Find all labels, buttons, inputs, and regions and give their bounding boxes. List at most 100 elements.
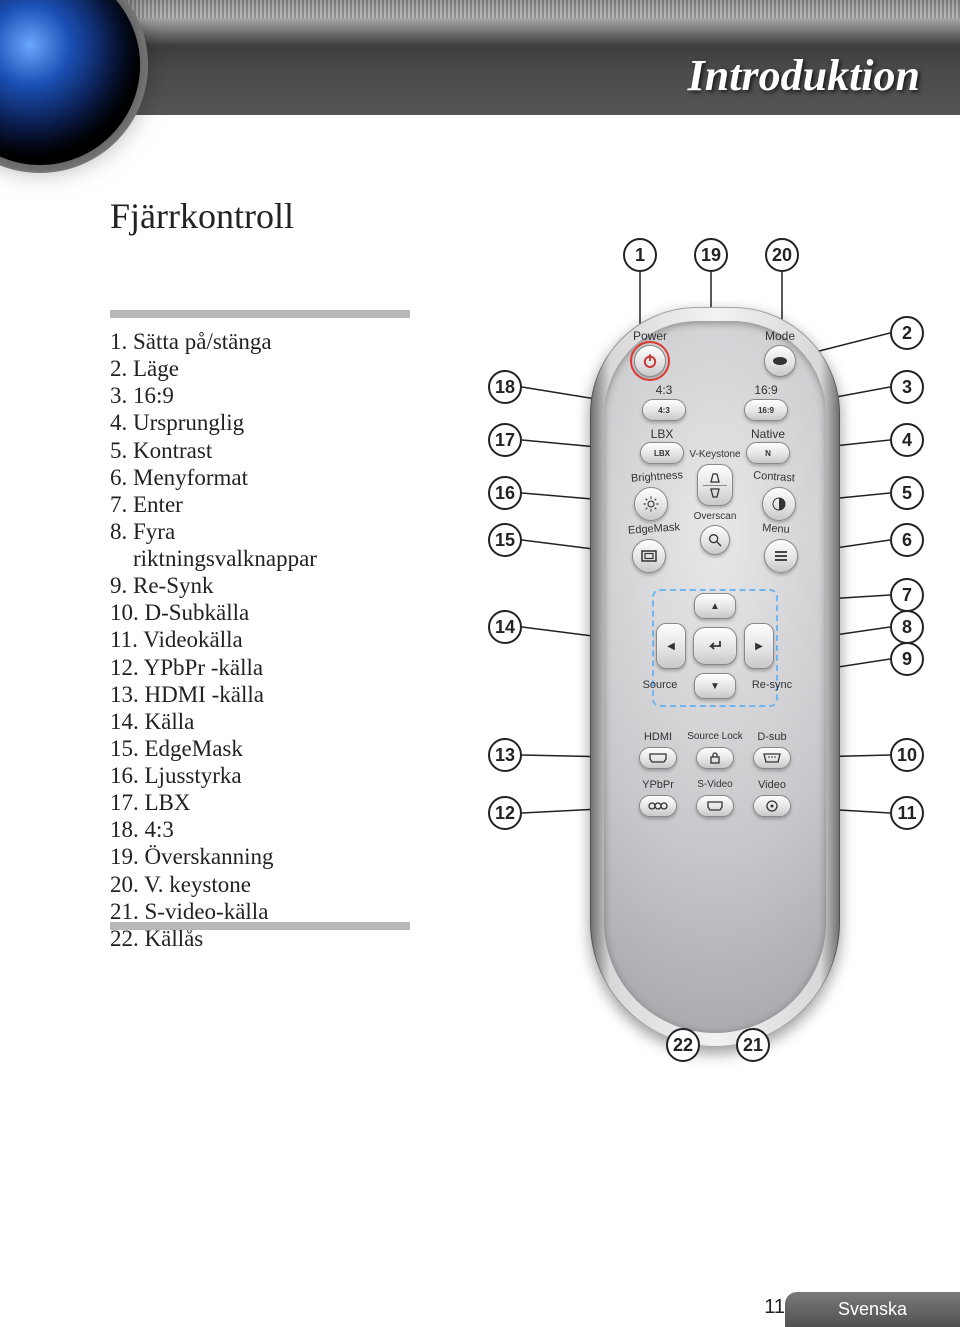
legend-item: 17. LBX [110, 789, 317, 816]
callout-bubble: 8 [890, 610, 924, 644]
label-resync: Re-sync [752, 679, 792, 691]
label-mode: Mode [765, 329, 795, 343]
btn-srclock[interactable] [696, 747, 734, 769]
legend-item: 4. Ursprunglig [110, 409, 317, 436]
btn-up[interactable]: ▲ [694, 593, 736, 619]
callout-bubble: 18 [488, 370, 522, 404]
label-vkey: V-Keystone [689, 449, 740, 460]
label-43: 4:3 [656, 383, 673, 397]
legend-item: 20. V. keystone [110, 871, 317, 898]
legend-item: 6. Menyformat [110, 464, 317, 491]
label-ypbpr: YPbPr [642, 779, 674, 791]
label-contrast: Contrast [753, 470, 795, 485]
legend-item: 19. Överskanning [110, 843, 317, 870]
label-lbx: LBX [651, 427, 674, 441]
btn-43[interactable]: 4:3 [642, 399, 686, 421]
btn-enter[interactable] [693, 627, 737, 665]
page-title: Introduktion [688, 50, 920, 101]
legend-item: 15. EdgeMask [110, 735, 317, 762]
legend-list: 1. Sätta på/stänga2. Läge3. 16:94. Urspr… [110, 328, 317, 952]
callout-bubble: 15 [488, 523, 522, 557]
mode-icon [772, 356, 788, 366]
btn-menu[interactable] [764, 539, 798, 573]
callout-bubble: 9 [890, 642, 924, 676]
legend-item: 3. 16:9 [110, 382, 317, 409]
section-subtitle: Fjärrkontroll [110, 195, 294, 237]
callout-bubble: 13 [488, 738, 522, 772]
callout-bubble: 16 [488, 476, 522, 510]
language-tab: Svenska [785, 1292, 960, 1327]
label-overscan: Overscan [694, 511, 737, 522]
legend-item: 18. 4:3 [110, 816, 317, 843]
btn-edgemask[interactable] [632, 539, 666, 573]
remote-body: Power Mode 4:3 4:3 16:9 16:9 LBX LBX Nat… [590, 307, 840, 1047]
btn-right[interactable]: ▶ [744, 623, 774, 669]
callout-bubble: 10 [890, 738, 924, 772]
legend-item: 12. YPbPr -källa [110, 654, 317, 681]
callout-bubble: 2 [890, 316, 924, 350]
callout-bubble: 11 [890, 796, 924, 830]
legend-item: 7. Enter [110, 491, 317, 518]
btn-169[interactable]: 16:9 [744, 399, 788, 421]
legend-item: 9. Re-Synk [110, 572, 317, 599]
legend-item: 14. Källa [110, 708, 317, 735]
legend-item: 2. Läge [110, 355, 317, 382]
btn-lbx[interactable]: LBX [640, 442, 684, 464]
label-native: Native [751, 427, 785, 441]
btn-brightness[interactable] [634, 487, 668, 521]
ypbpr-icon [647, 801, 669, 811]
page-number: 11 [764, 1296, 785, 1319]
label-svideo: S-Video [697, 779, 732, 790]
edgemask-icon [641, 550, 657, 562]
callout-bubble: 5 [890, 476, 924, 510]
svideo-icon [706, 800, 724, 812]
callout-bubble: 3 [890, 370, 924, 404]
hdmi-icon [648, 753, 668, 763]
btn-native[interactable]: N [746, 442, 790, 464]
legend-item: 1. Sätta på/stänga [110, 328, 317, 355]
menu-icon [774, 550, 788, 562]
enter-icon [706, 639, 724, 653]
label-source: Source [643, 679, 678, 691]
callout-bubble: 1 [623, 238, 657, 272]
label-bright: Brightness [631, 469, 684, 485]
legend-item: 13. HDMI -källa [110, 681, 317, 708]
btn-down[interactable]: ▼ [694, 673, 736, 699]
label-dsub: D-sub [757, 731, 786, 743]
mode-button[interactable] [764, 345, 796, 377]
btn-overscan[interactable] [700, 525, 730, 555]
callout-bubble: 6 [890, 523, 924, 557]
brightness-icon [642, 495, 660, 513]
callout-bubble: 20 [765, 238, 799, 272]
dsub-icon [762, 753, 782, 763]
page-header: Introduktion [0, 0, 960, 115]
callout-bubble: 4 [890, 423, 924, 457]
callout-bubble: 22 [666, 1028, 700, 1062]
label-edgemask: EdgeMask [628, 521, 681, 537]
legend-item: 5. Kontrast [110, 437, 317, 464]
power-ring [630, 341, 670, 381]
legend-item: 11. Videokälla [110, 626, 317, 653]
label-menu: Menu [762, 522, 790, 536]
btn-contrast[interactable] [762, 487, 796, 521]
callout-bubble: 7 [890, 578, 924, 612]
btn-dsub[interactable] [753, 747, 791, 769]
btn-ypbpr[interactable] [639, 795, 677, 817]
legend-item: 16. Ljusstyrka [110, 762, 317, 789]
btn-left[interactable]: ◀ [656, 623, 686, 669]
callout-bubble: 21 [736, 1028, 770, 1062]
btn-hdmi[interactable] [639, 747, 677, 769]
legend-item: 10. D-Subkälla [110, 599, 317, 626]
lens-graphic [0, 0, 140, 165]
divider-bottom [110, 922, 410, 930]
label-hdmi: HDMI [644, 731, 672, 743]
btn-vkeystone[interactable] [697, 464, 733, 506]
legend-item: 21. S-video-källa [110, 898, 317, 925]
btn-svideo[interactable] [696, 795, 734, 817]
btn-video[interactable] [753, 795, 791, 817]
divider-top [110, 310, 410, 318]
label-169: 16:9 [754, 383, 777, 397]
video-icon [765, 799, 779, 813]
legend-item: riktningsvalknappar [110, 545, 317, 572]
legend-item: 8. Fyra [110, 518, 317, 545]
